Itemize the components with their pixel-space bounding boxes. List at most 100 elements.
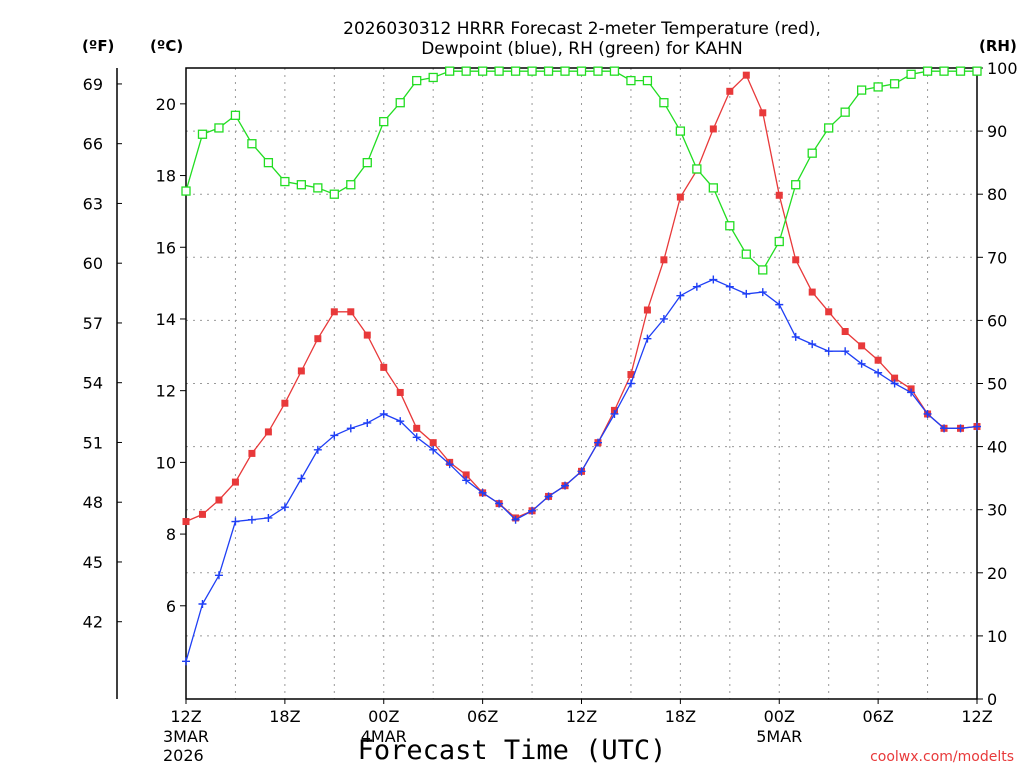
- rh-point: [922, 66, 933, 76]
- rh-point: [774, 236, 784, 247]
- x-tick-label: 00Z: [368, 707, 399, 726]
- fahrenheit-tick-label: 54: [83, 374, 103, 393]
- rh-tick-label: 90: [987, 122, 1007, 141]
- dewpoint-point: [247, 515, 256, 524]
- rh-point: [560, 66, 570, 76]
- celsius-tick-label: 18: [156, 167, 176, 186]
- x-tick-label: 18Z: [665, 707, 696, 726]
- dewpoint-point: [297, 474, 306, 483]
- rh-point: [379, 116, 389, 127]
- dewpoint-point: [676, 291, 685, 300]
- x-tick-label: 18Z: [269, 707, 300, 726]
- rh-point: [395, 98, 405, 108]
- dewpoint-point: [511, 515, 520, 524]
- rh-point: [445, 66, 455, 76]
- dewpoint-point: [610, 409, 619, 418]
- rh-point: [725, 221, 735, 231]
- fahrenheit-unit-label: (ºF): [82, 37, 114, 55]
- fahrenheit-tick-label: 57: [83, 314, 103, 333]
- temperature-point: [792, 256, 800, 264]
- series-plus-group: [182, 275, 981, 666]
- dewpoint-point: [725, 282, 734, 291]
- dewpoint-point: [264, 513, 273, 522]
- x-tick-label: 00Z: [764, 707, 795, 726]
- rh-point: [824, 123, 834, 133]
- temperature-point: [742, 71, 750, 79]
- dewpoint-point: [379, 409, 388, 418]
- rh-point: [906, 69, 916, 79]
- dewpoint-point: [231, 517, 240, 526]
- celsius-tick-label: 12: [156, 382, 176, 401]
- x-tick-date-label: 3MAR: [163, 727, 209, 746]
- dewpoint-point: [940, 424, 949, 433]
- rh-point: [461, 66, 471, 76]
- x-tick-label: 06Z: [467, 707, 498, 726]
- dewpoint-point: [841, 347, 850, 356]
- rh-tick-label: 80: [987, 185, 1007, 204]
- rh-point: [313, 183, 323, 193]
- rh-tick-label: 50: [987, 375, 1007, 394]
- temperature-point: [874, 356, 882, 364]
- fahrenheit-tick-label: 66: [83, 135, 103, 154]
- dewpoint-point: [214, 571, 223, 580]
- fahrenheit-tick-label: 69: [83, 75, 103, 94]
- x-tick-date-label: 5MAR: [756, 727, 802, 746]
- dewpoint-point: [495, 499, 504, 508]
- dewpoint-point: [313, 445, 322, 454]
- rh-point: [510, 66, 521, 76]
- temperature-point: [825, 308, 833, 316]
- rh-tick-label: 20: [987, 564, 1007, 583]
- dewpoint-point: [528, 506, 537, 515]
- temperature-point: [891, 374, 899, 382]
- temperature-point: [314, 335, 322, 343]
- temperature-point: [380, 363, 388, 371]
- axes: 6 8 10 12 14 16 18 20 42 45 48 51 54 57 60 63 66 69 0 10 20 3…: [83, 59, 1018, 765]
- temperature-point: [248, 449, 256, 457]
- temperature-point: [676, 193, 684, 201]
- x-tick-label: 06Z: [862, 707, 893, 726]
- temperature-point: [413, 424, 421, 432]
- rh-point: [494, 66, 504, 76]
- dewpoint-point: [973, 422, 981, 431]
- dewpoint-point: [593, 438, 602, 447]
- rh-point: [329, 189, 339, 199]
- temperature-point: [709, 125, 717, 133]
- dewpoint-point: [478, 488, 487, 497]
- dewpoint-point: [429, 445, 438, 454]
- credit-link[interactable]: coolwx.com/modelts: [870, 749, 1014, 765]
- rh-point: [675, 126, 686, 136]
- fahrenheit-tick-label: 63: [83, 194, 103, 213]
- rh-point: [609, 66, 620, 76]
- temperature-point: [759, 109, 767, 117]
- temperature-point: [462, 471, 470, 479]
- rh-point: [642, 75, 653, 86]
- dewpoint-point: [692, 282, 701, 291]
- rh-point: [412, 75, 422, 86]
- dewpoint-point: [791, 332, 800, 341]
- dewpoint-point: [824, 347, 833, 356]
- celsius-tick-label: 8: [166, 525, 176, 544]
- dewpoint-point: [808, 340, 817, 349]
- dewpoint-point: [890, 379, 899, 388]
- dewpoint-point: [330, 431, 339, 440]
- x-tick-label: 12Z: [170, 707, 201, 726]
- rh-point: [428, 72, 438, 83]
- x-tick-year-label: 2026: [163, 746, 204, 765]
- rh-point: [247, 139, 257, 149]
- rh-tick-label: 0: [987, 690, 997, 709]
- dewpoint-point: [412, 433, 421, 442]
- dewpoint-point: [956, 424, 965, 433]
- x-tick-label: 12Z: [566, 707, 597, 726]
- dewpoint-point: [561, 481, 570, 490]
- rh-point: [659, 98, 669, 108]
- rh-tick-label: 10: [987, 627, 1007, 646]
- temperature-point: [347, 308, 355, 316]
- rh-point: [972, 66, 982, 76]
- data-series: [181, 66, 982, 666]
- rh-point: [296, 180, 307, 190]
- chart-title-line1: 2026030312 HRRR Forecast 2-meter Tempera…: [343, 19, 821, 39]
- celsius-tick-label: 14: [156, 310, 176, 329]
- dewpoint-point: [396, 417, 405, 426]
- rh-tick-label: 40: [987, 438, 1007, 457]
